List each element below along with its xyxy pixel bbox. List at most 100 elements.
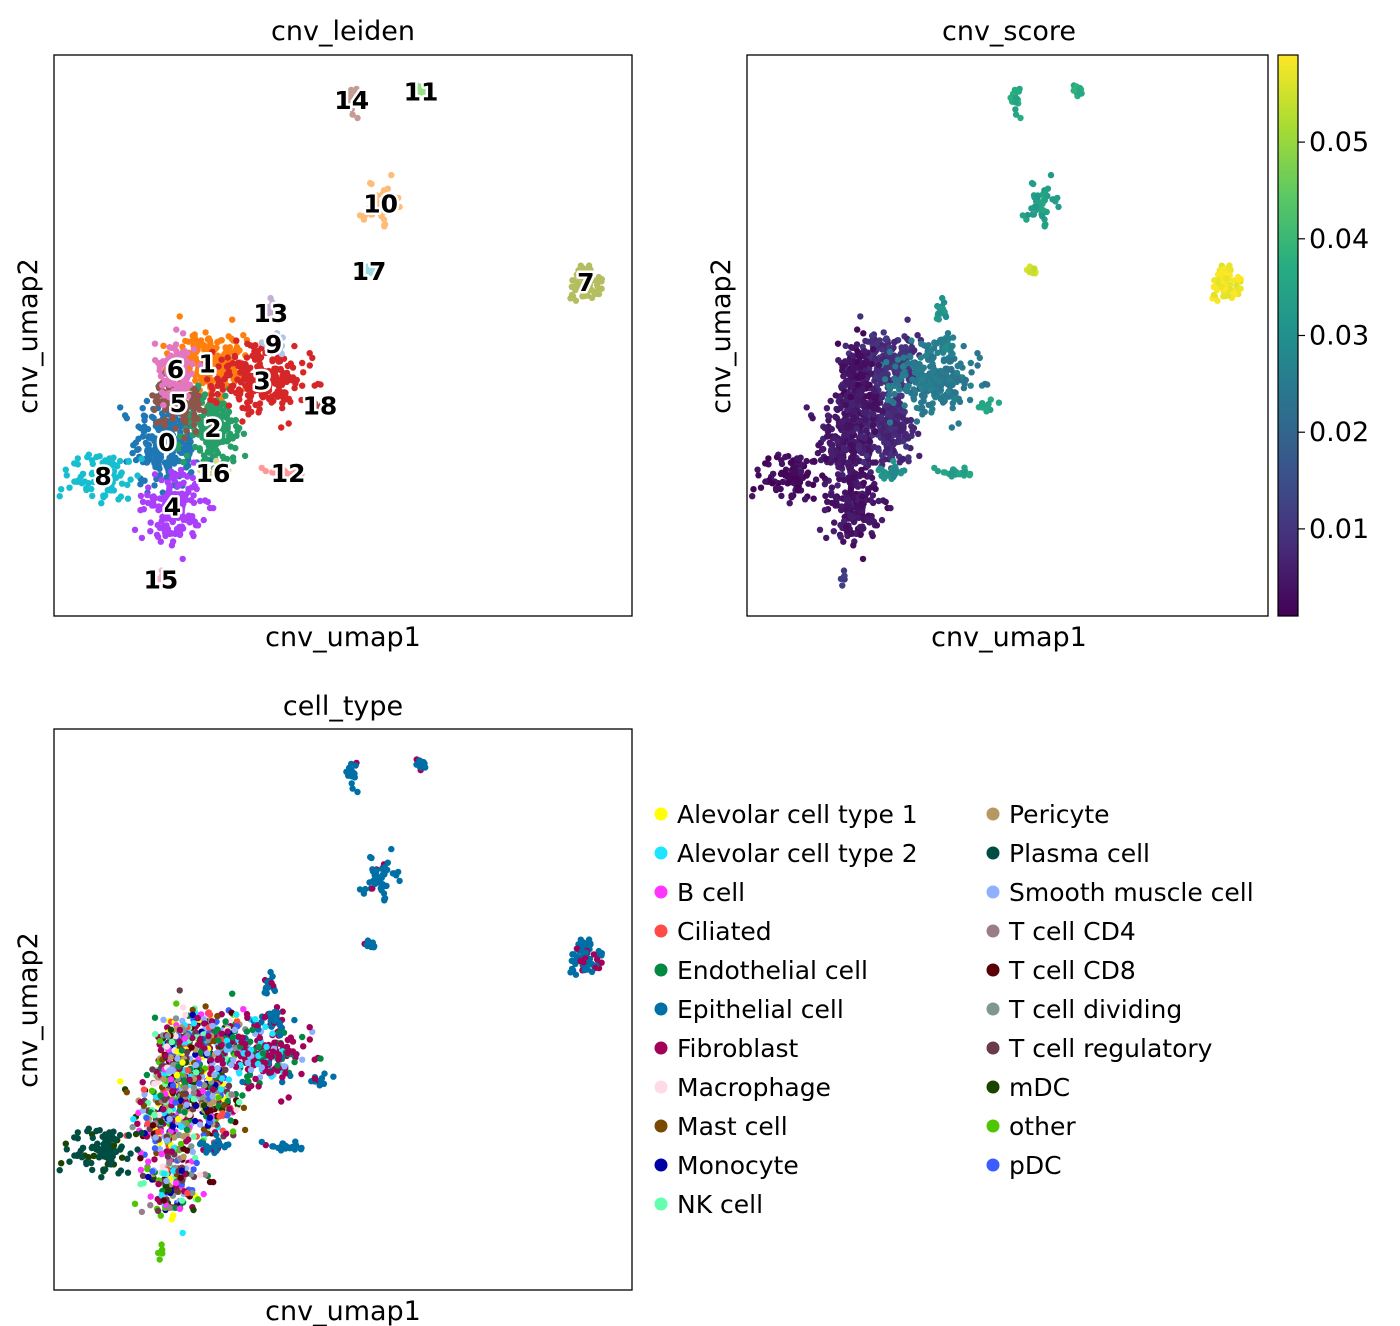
scatter-point bbox=[855, 381, 862, 388]
scatter-point bbox=[974, 350, 981, 357]
scatter-point bbox=[158, 572, 166, 580]
scatter-point bbox=[850, 364, 857, 372]
scatter-point bbox=[809, 415, 816, 422]
scatter-point bbox=[754, 466, 761, 473]
scatter-point bbox=[873, 340, 880, 348]
scatter-point bbox=[853, 341, 861, 348]
scatter-point bbox=[762, 478, 769, 485]
scatter-point bbox=[234, 1050, 241, 1057]
scatter-point bbox=[269, 1030, 276, 1037]
scatter-point bbox=[781, 469, 788, 476]
scatter-point bbox=[590, 951, 598, 958]
scatter-point bbox=[583, 949, 590, 956]
scatter-point bbox=[249, 1026, 256, 1034]
scatter-point bbox=[173, 1000, 180, 1007]
scatter-point bbox=[384, 185, 391, 192]
scatter-point bbox=[1210, 283, 1218, 290]
scatter-point bbox=[849, 352, 856, 359]
scatter-point bbox=[209, 412, 217, 419]
scatter-point bbox=[840, 518, 848, 525]
scatter-point bbox=[782, 453, 789, 461]
scatter-point bbox=[212, 354, 219, 361]
scatter-point bbox=[221, 1101, 228, 1109]
scatter-point bbox=[908, 337, 915, 344]
scatter-point bbox=[889, 354, 896, 361]
cluster-label: 15 bbox=[144, 566, 179, 595]
scatter-point bbox=[164, 1032, 172, 1040]
scatter-point bbox=[145, 484, 152, 491]
scatter-point bbox=[1024, 211, 1031, 219]
scatter-point bbox=[93, 453, 100, 461]
scatter-point bbox=[191, 1117, 199, 1125]
colorbar-tick-label: 0.02 bbox=[1309, 417, 1369, 448]
scatter-point bbox=[266, 1069, 273, 1076]
scatter-point bbox=[164, 358, 172, 365]
scatter-point bbox=[913, 404, 921, 412]
scatter-point bbox=[298, 396, 305, 404]
scatter-point bbox=[127, 1150, 134, 1157]
scatter-point bbox=[371, 203, 378, 210]
scatter-point bbox=[369, 265, 376, 272]
scatter-point bbox=[861, 361, 868, 368]
scatter-point bbox=[293, 377, 300, 384]
scatter-point bbox=[779, 478, 787, 486]
scatter-point bbox=[149, 448, 157, 455]
panel-cnv-score: cnv_score cnv_umap1 cnv_umap2 0.010.020.… bbox=[706, 16, 1369, 653]
scatter-point bbox=[259, 385, 267, 392]
scatter-point bbox=[71, 460, 78, 467]
scatter-point bbox=[74, 1129, 82, 1136]
scatter-point bbox=[170, 408, 177, 415]
scatter-point bbox=[239, 404, 246, 412]
scatter-point bbox=[209, 1093, 216, 1100]
scatter-point bbox=[942, 313, 950, 321]
scatter-point bbox=[894, 356, 902, 363]
scatter-point bbox=[199, 1094, 206, 1101]
scatter-point bbox=[189, 337, 196, 344]
scatter-point bbox=[834, 340, 842, 347]
scatter-point bbox=[102, 1143, 110, 1151]
scatter-point bbox=[179, 330, 187, 337]
scatter-point bbox=[984, 402, 991, 410]
scatter-point bbox=[189, 360, 196, 368]
scatter-point bbox=[940, 469, 947, 476]
scatter-point bbox=[233, 1017, 241, 1025]
chart-title: cnv_score bbox=[942, 16, 1076, 47]
scatter-point bbox=[192, 480, 199, 488]
scatter-point bbox=[176, 364, 183, 371]
scatter-point bbox=[206, 1119, 214, 1126]
scatter-point bbox=[901, 368, 908, 375]
scatter-point bbox=[381, 190, 388, 197]
scatter-point bbox=[137, 492, 145, 500]
scatter-point bbox=[821, 506, 829, 514]
scatter-point bbox=[190, 459, 197, 466]
scatter-point bbox=[71, 1152, 78, 1159]
scatter-point bbox=[165, 1067, 173, 1075]
scatter-point bbox=[157, 418, 164, 425]
scatter-point bbox=[158, 1150, 165, 1158]
scatter-point bbox=[204, 376, 211, 383]
scatter-point bbox=[117, 404, 124, 411]
scatter-point bbox=[983, 408, 990, 415]
scatter-point bbox=[63, 472, 70, 479]
scatter-point bbox=[373, 193, 380, 201]
scatter-point bbox=[258, 390, 265, 397]
scatter-points bbox=[749, 82, 1244, 589]
scatter-point bbox=[289, 1038, 297, 1045]
scatter-point bbox=[869, 492, 877, 499]
scatter-point bbox=[180, 479, 187, 486]
scatter-point bbox=[362, 211, 369, 219]
scatter-point bbox=[157, 1046, 165, 1054]
scatter-point bbox=[862, 337, 869, 345]
scatter-point bbox=[172, 1015, 180, 1022]
scatter-point bbox=[152, 460, 159, 467]
scatter-point bbox=[275, 1056, 282, 1063]
scatter-point bbox=[161, 396, 168, 404]
scatter-point bbox=[863, 452, 870, 459]
scatter-point bbox=[197, 1036, 204, 1043]
scatter-point bbox=[176, 1205, 184, 1213]
scatter-point bbox=[291, 384, 298, 392]
scatter-point bbox=[378, 213, 385, 220]
scatter-point bbox=[249, 352, 256, 359]
scatter-point bbox=[867, 469, 874, 476]
